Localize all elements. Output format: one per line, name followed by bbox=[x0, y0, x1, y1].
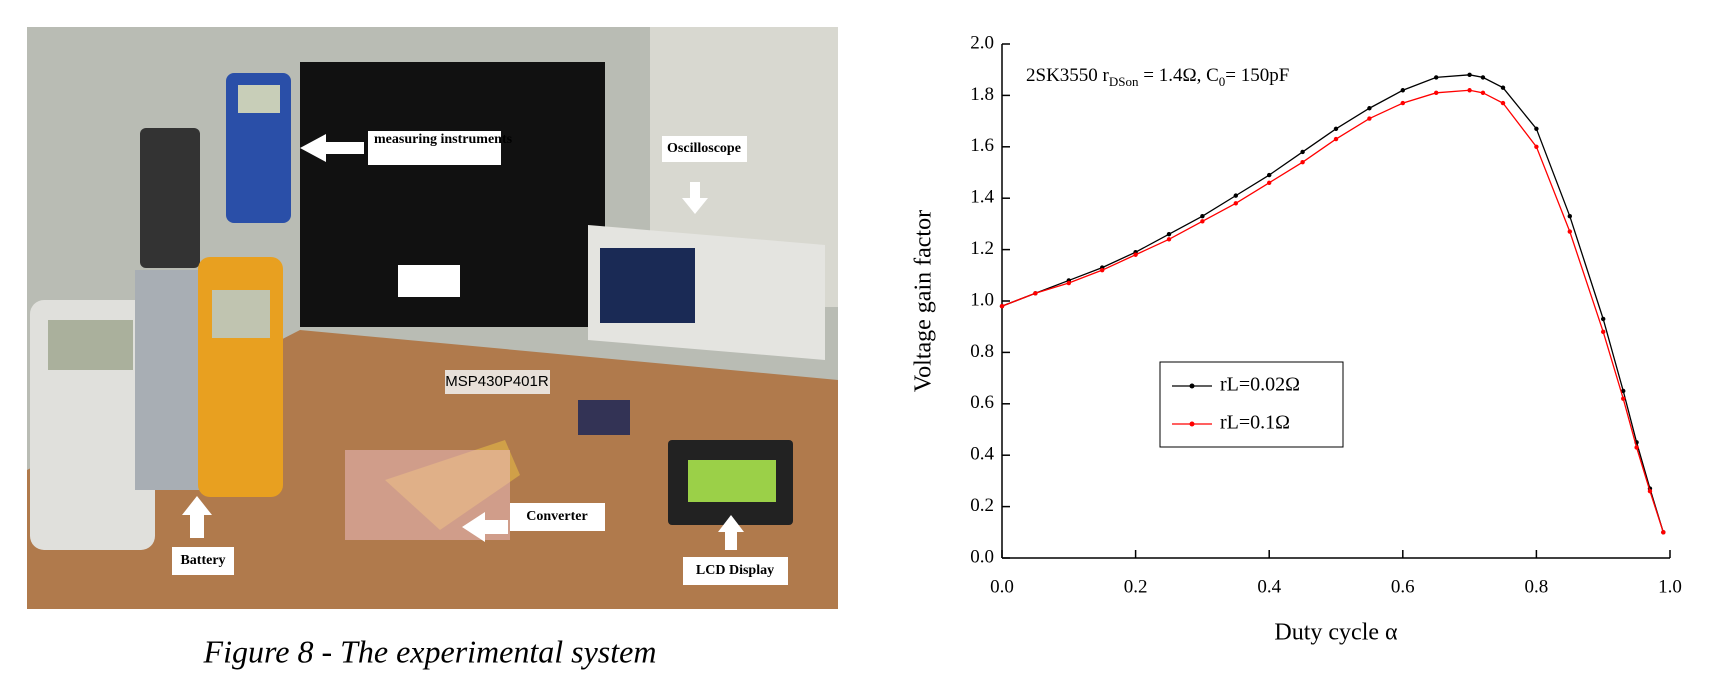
mcu-board bbox=[578, 400, 630, 435]
point bbox=[1467, 88, 1472, 93]
point bbox=[1467, 72, 1472, 78]
point bbox=[1400, 88, 1406, 93]
x-tick-label: 1.0 bbox=[1658, 576, 1682, 597]
legend-marker bbox=[1189, 383, 1195, 389]
lcd-screen bbox=[688, 460, 776, 502]
y-tick-label: 1.8 bbox=[970, 84, 994, 105]
legend-marker bbox=[1189, 421, 1195, 427]
point bbox=[1367, 106, 1372, 111]
point bbox=[1133, 252, 1138, 257]
point bbox=[1100, 267, 1105, 273]
point bbox=[1500, 85, 1506, 90]
x-tick-label: 0.0 bbox=[990, 576, 1014, 597]
point bbox=[1434, 90, 1439, 96]
arrow bbox=[182, 496, 212, 538]
arrow bbox=[462, 512, 508, 542]
x-axis-label: Duty cycle α bbox=[1274, 620, 1398, 646]
y-tick-label: 0.0 bbox=[970, 546, 994, 567]
point bbox=[1534, 144, 1539, 149]
point bbox=[1066, 280, 1072, 286]
point bbox=[1661, 530, 1666, 535]
y-tick-label: 0.4 bbox=[970, 444, 994, 465]
meter-screen bbox=[212, 290, 270, 338]
point bbox=[1621, 388, 1626, 394]
x-tick-label: 0.4 bbox=[1257, 576, 1281, 597]
label-box bbox=[368, 131, 501, 165]
point bbox=[1634, 445, 1639, 450]
caption: Figure 8 - The experimental system bbox=[203, 633, 657, 669]
point bbox=[1434, 75, 1439, 80]
legend-label: rL=0.1Ω bbox=[1220, 412, 1290, 434]
y-tick-label: 0.2 bbox=[970, 495, 994, 516]
y-tick-label: 0.8 bbox=[970, 341, 994, 362]
point bbox=[1166, 237, 1172, 242]
label: Converter bbox=[526, 509, 587, 524]
point bbox=[1621, 396, 1626, 401]
label: MSP430P401R bbox=[445, 373, 549, 390]
point bbox=[1233, 201, 1239, 206]
legend-label: rL=0.02Ω bbox=[1220, 374, 1300, 396]
label: measuring instruments bbox=[374, 132, 513, 147]
oscilloscope-screen bbox=[600, 248, 695, 323]
point bbox=[1500, 100, 1506, 106]
point bbox=[1367, 116, 1372, 121]
label-box bbox=[172, 547, 234, 575]
point bbox=[1567, 229, 1573, 234]
point bbox=[1647, 488, 1653, 494]
x-tick-label: 0.8 bbox=[1525, 576, 1549, 597]
y-tick-label: 0.6 bbox=[970, 392, 994, 413]
x-tick-label: 0.6 bbox=[1391, 576, 1415, 597]
y-tick-label: 1.4 bbox=[970, 187, 994, 208]
arrow bbox=[682, 182, 708, 214]
point bbox=[1267, 172, 1272, 178]
meter-screen bbox=[48, 320, 133, 370]
point bbox=[1601, 329, 1606, 335]
point bbox=[1233, 193, 1239, 198]
point bbox=[1300, 160, 1305, 165]
point bbox=[1601, 316, 1606, 322]
label-box bbox=[510, 503, 605, 531]
series-line bbox=[1001, 89, 1664, 533]
meter bbox=[140, 128, 200, 268]
meter-screen bbox=[238, 85, 280, 113]
series-line bbox=[1001, 74, 1664, 533]
point bbox=[1033, 291, 1038, 296]
chart: 2SK3550 rDSon = 1.4Ω, C0= 150pF Duty cyc… bbox=[911, 32, 1682, 645]
y-tick-label: 1.2 bbox=[970, 238, 994, 259]
label-box bbox=[662, 136, 747, 162]
label-box bbox=[683, 557, 788, 585]
point bbox=[1166, 231, 1172, 237]
point bbox=[1567, 213, 1573, 219]
monitor-sticker bbox=[398, 265, 460, 297]
y-tick-label: 2.0 bbox=[970, 32, 994, 53]
arrow bbox=[718, 515, 744, 550]
point bbox=[1400, 100, 1406, 106]
point bbox=[1267, 180, 1272, 185]
point bbox=[1333, 126, 1339, 132]
point bbox=[1480, 75, 1486, 80]
label: LCD Display bbox=[696, 563, 774, 578]
photo: measuring instruments Oscilloscope MSP43… bbox=[27, 27, 838, 669]
y-tick-label: 1.6 bbox=[970, 135, 994, 156]
point bbox=[1300, 149, 1305, 155]
point bbox=[1200, 213, 1205, 219]
label: Battery bbox=[180, 553, 225, 568]
y-axis-label: Voltage gain factor bbox=[911, 210, 937, 392]
point bbox=[999, 303, 1005, 309]
point bbox=[1480, 90, 1486, 96]
label-box bbox=[445, 370, 550, 394]
label: Oscilloscope bbox=[667, 141, 741, 156]
x-tick-label: 0.2 bbox=[1124, 576, 1148, 597]
point bbox=[1534, 126, 1539, 132]
point bbox=[1333, 136, 1339, 142]
y-tick-label: 1.0 bbox=[970, 289, 994, 310]
legend bbox=[1159, 361, 1344, 448]
annotation: 2SK3550 rDSon = 1.4Ω, C0= 150pF bbox=[1026, 65, 1289, 89]
point bbox=[1200, 219, 1205, 224]
arrow bbox=[300, 134, 364, 162]
